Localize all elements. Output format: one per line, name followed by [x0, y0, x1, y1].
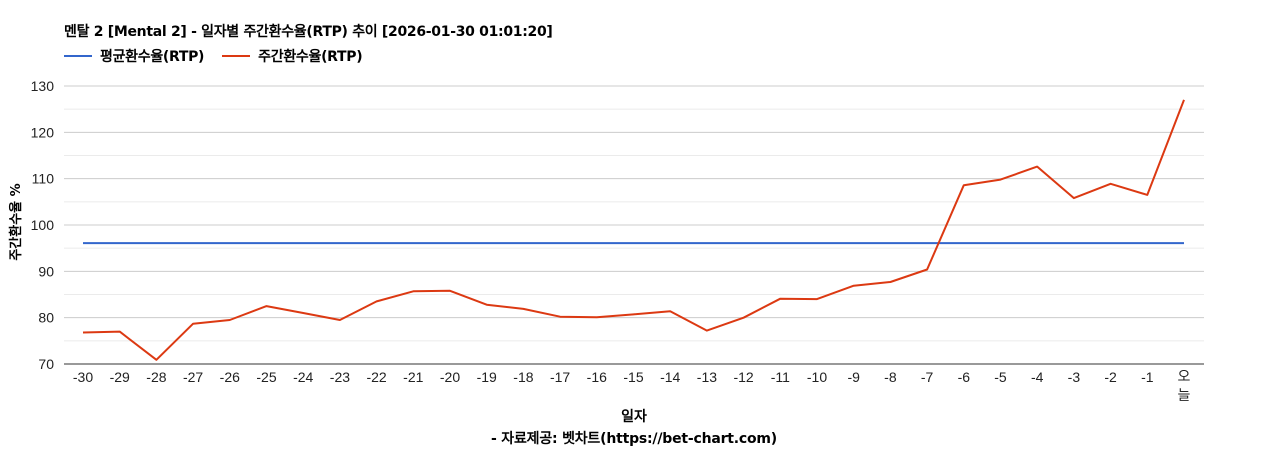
chart-title: 멘탈 2 [Mental 2] - 일자별 주간환수율(RTP) 추이 [202…	[64, 24, 553, 40]
y-tick-label: 80	[38, 310, 54, 326]
legend-item-weekly-rtp[interactable]: 주간환수율(RTP)	[222, 46, 363, 66]
x-axis-label: 일자	[621, 409, 647, 425]
x-tick-label: -19	[477, 369, 497, 385]
x-tick-label: -9	[847, 369, 860, 385]
y-axis-ticks: 70 80 90 100 110 120 130	[31, 78, 55, 372]
x-tick-label: -14	[660, 369, 680, 385]
x-tick-label: -3	[1068, 369, 1081, 385]
x-tick-label: -11	[771, 369, 790, 385]
legend-swatch-blue-icon	[64, 55, 92, 57]
legend: 평균환수율(RTP) 주간환수율(RTP)	[64, 46, 380, 66]
y-tick-label: 70	[38, 356, 54, 372]
x-tick-label: -22	[366, 369, 386, 385]
x-tick-label: -1	[1141, 369, 1154, 385]
x-tick-label: -27	[183, 369, 203, 385]
legend-label: 주간환수율(RTP)	[258, 49, 363, 65]
y-tick-label: 90	[38, 263, 54, 279]
x-tick-label: -6	[958, 369, 971, 385]
legend-item-average-rtp[interactable]: 평균환수율(RTP)	[64, 46, 204, 66]
x-tick-label: -25	[256, 369, 276, 385]
x-tick-label: -12	[733, 369, 753, 385]
x-tick-label: -15	[623, 369, 643, 385]
x-tick-label: -28	[146, 369, 166, 385]
x-tick-label: -4	[1031, 369, 1044, 385]
y-axis-label: 주간환수율 %	[9, 183, 24, 261]
data-series	[82, 99, 1185, 361]
x-tick-label: -26	[220, 369, 240, 385]
x-tick-label: -8	[884, 369, 897, 385]
data-source-credit: - 자료제공: 벳차트(https://bet-chart.com)	[491, 431, 777, 447]
gridlines	[64, 85, 1204, 365]
x-tick-label: -24	[293, 369, 313, 385]
x-tick-label: -21	[403, 369, 423, 385]
y-tick-label: 130	[31, 78, 55, 94]
x-tick-label: -2	[1104, 369, 1117, 385]
x-tick-label: -29	[110, 369, 130, 385]
x-tick-label: -7	[921, 369, 934, 385]
legend-label: 평균환수율(RTP)	[100, 49, 205, 65]
x-tick-label: -13	[697, 369, 717, 385]
y-tick-label: 110	[32, 171, 55, 187]
x-tick-label: -30	[73, 369, 93, 385]
y-tick-label: 100	[31, 217, 55, 233]
x-tick-label: -5	[994, 369, 1007, 385]
x-axis-ticks: -30 -29 -28 -27 -26 -25 -24 -23 -22 -21 -20 -19 -18 -…	[73, 368, 1191, 403]
x-tick-label: -18	[513, 369, 533, 385]
x-tick-label: -23	[330, 369, 350, 385]
weekly-rtp-line[interactable]	[82, 99, 1185, 361]
x-tick-label: -17	[550, 369, 570, 385]
legend-swatch-red-icon	[222, 55, 251, 57]
x-tick-label: 오	[1178, 368, 1191, 384]
x-tick-label: -20	[440, 369, 460, 385]
x-tick-label: -16	[587, 369, 607, 385]
x-tick-label: 늘	[1178, 387, 1191, 403]
x-tick-label: -10	[807, 369, 827, 385]
y-tick-label: 120	[31, 124, 55, 140]
